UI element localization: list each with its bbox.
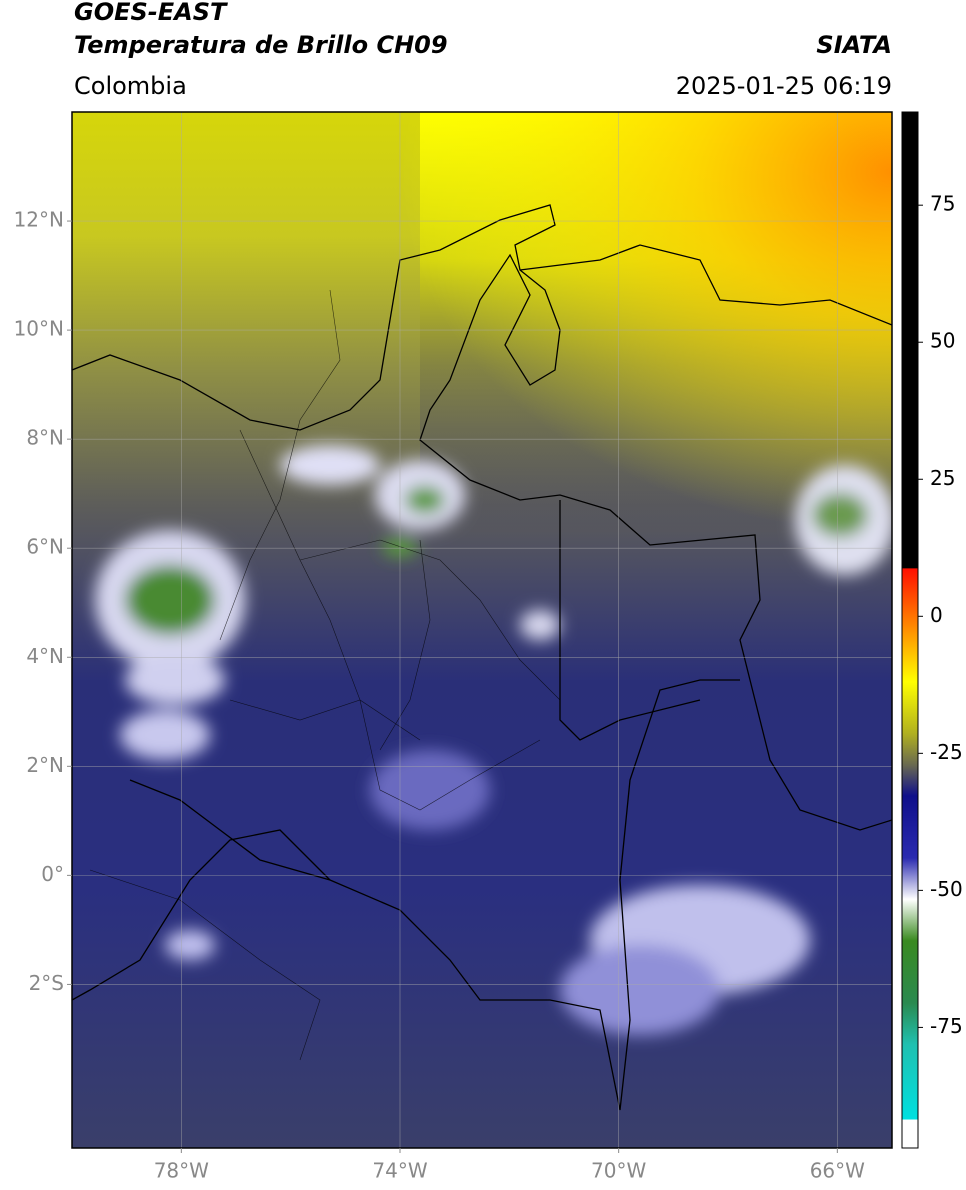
lon-tick-label: 78°W <box>154 1159 209 1183</box>
colorbar-tick-label: 75 <box>930 192 955 216</box>
colorbar-tick-label: -25 <box>930 740 963 764</box>
graticule <box>72 112 892 1148</box>
lon-tick-label: 74°W <box>372 1159 427 1183</box>
region: Colombia <box>74 72 187 100</box>
colorbar-tick-label: 0 <box>930 603 943 627</box>
lat-tick-label: 8°N <box>26 426 64 450</box>
subtitle: Temperatura de Brillo CH09 <box>74 31 448 59</box>
lon-tick-label: 70°W <box>591 1159 646 1183</box>
lat-tick-label: 2°N <box>26 753 64 777</box>
lon-tick-label: 66°W <box>810 1159 865 1183</box>
title: GOES-EAST <box>74 0 228 26</box>
colorbar <box>901 111 919 1149</box>
lat-tick-label: 0° <box>41 862 64 886</box>
colorbar-tick-label: -75 <box>930 1014 963 1038</box>
colorbar-tick-label: -50 <box>930 877 963 901</box>
colorbar-tick-label: 50 <box>930 329 955 353</box>
map-frame <box>71 111 893 1149</box>
lat-tick-label: 6°N <box>26 535 64 559</box>
lat-tick-label: 12°N <box>14 208 64 232</box>
satellite-image <box>72 112 892 1148</box>
lat-tick-label: 2°S <box>29 971 64 995</box>
lat-tick-label: 4°N <box>26 644 64 668</box>
datetime: 2025-01-25 06:19 <box>676 72 892 100</box>
source: SIATA <box>816 31 892 59</box>
colorbar-tick-label: 25 <box>930 466 955 490</box>
lat-tick-label: 10°N <box>14 317 64 341</box>
